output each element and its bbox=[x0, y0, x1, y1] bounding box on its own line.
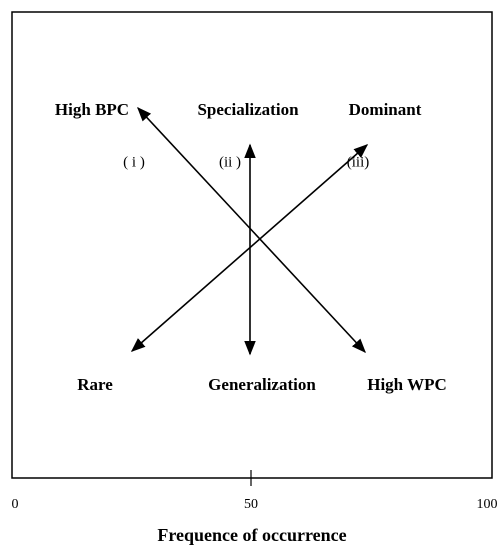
node-label: High BPC bbox=[55, 100, 129, 119]
x-tick-label: 100 bbox=[477, 497, 498, 512]
node-label: Generalization bbox=[208, 375, 316, 394]
arrow-label: (iii) bbox=[347, 154, 370, 170]
arrow-iii bbox=[130, 144, 369, 352]
arrow-label: ( i ) bbox=[123, 154, 145, 170]
node-label: Dominant bbox=[349, 100, 422, 119]
node-label: Specialization bbox=[197, 100, 299, 119]
frame bbox=[11, 11, 493, 479]
axis-title: Frequence of occurrence bbox=[157, 525, 346, 545]
node-label: High WPC bbox=[367, 375, 447, 394]
arrow-label: (ii ) bbox=[219, 154, 241, 170]
x-tick-label: 50 bbox=[244, 497, 258, 512]
x-tick-label: 0 bbox=[12, 497, 19, 512]
node-label: Rare bbox=[77, 375, 113, 394]
